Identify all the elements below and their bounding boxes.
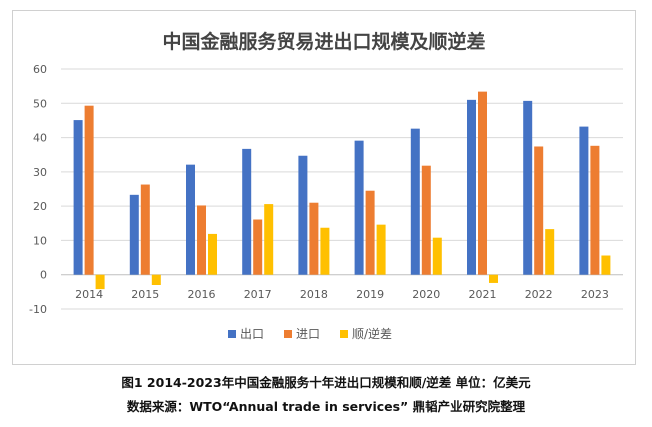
x-tick-label: 2015 (131, 288, 159, 301)
bar-2015-0 (129, 194, 139, 275)
bar-2019-0 (354, 140, 364, 275)
bar-2023-1 (590, 145, 600, 275)
legend-label: 进口 (296, 327, 320, 341)
bar-2022-0 (523, 100, 533, 275)
y-axis-ticks: -10 0 10 20 30 40 50 60 (29, 63, 47, 316)
bar-2018-2 (320, 227, 330, 275)
bars (73, 91, 611, 290)
bar-2016-1 (197, 205, 206, 275)
legend: 出口 进口 顺/逆差 (228, 326, 392, 341)
x-tick-label: 2018 (300, 288, 328, 301)
bar-2018-1 (309, 202, 319, 275)
x-tick-label: 2019 (356, 288, 384, 301)
x-tick-label: 2017 (244, 288, 272, 301)
y-tick-label: 50 (33, 97, 47, 110)
x-tick-label: 2022 (525, 288, 553, 301)
bar-2022-2 (545, 229, 555, 275)
figure-caption: 图1 2014-2023年中国金融服务十年进出口规模和顺/逆差 单位：亿美元 (121, 375, 531, 390)
bar-2016-0 (186, 164, 195, 275)
legend-swatch (228, 330, 236, 338)
bar-2018-0 (298, 155, 308, 275)
bar-2016-2 (208, 233, 217, 275)
bar-2021-0 (467, 99, 476, 275)
legend-label: 顺/逆差 (352, 326, 392, 341)
bar-2022-1 (534, 146, 544, 275)
legend-label: 出口 (240, 327, 264, 341)
bar-2021-1 (478, 91, 487, 275)
bar-2020-0 (410, 128, 420, 275)
bar-2021-2 (489, 274, 498, 283)
bar-2014-0 (73, 120, 83, 275)
bar-2020-1 (421, 165, 431, 275)
bar-2023-2 (601, 255, 611, 275)
x-tick-label: 2023 (581, 288, 609, 301)
y-tick-label: 30 (33, 166, 47, 179)
bar-2019-2 (376, 224, 386, 275)
bar-2014-1 (84, 105, 94, 275)
bar-2014-2 (95, 274, 105, 290)
bar-2015-1 (140, 184, 150, 275)
bar-2017-0 (242, 148, 252, 275)
bar-2019-1 (365, 190, 375, 275)
legend-swatch (340, 330, 348, 338)
y-tick-label: 20 (33, 200, 47, 213)
legend-swatch (284, 330, 292, 338)
x-tick-label: 2016 (188, 288, 216, 301)
bar-2023-0 (579, 126, 589, 275)
source-caption: 数据来源：WTO“Annual trade in services” 鼎韬产业研… (126, 399, 526, 414)
y-tick-label: 10 (33, 234, 47, 247)
y-tick-label: -10 (29, 303, 47, 316)
y-tick-label: 0 (40, 269, 47, 282)
x-tick-label: 2021 (469, 288, 497, 301)
bar-2017-2 (264, 204, 274, 275)
bar-2020-2 (432, 237, 442, 275)
x-tick-label: 2014 (75, 288, 103, 301)
x-axis-ticks: 2014 2015 2016 2017 2018 2019 2020 2021 2022 2023 (75, 288, 609, 301)
x-tick-label: 2020 (412, 288, 440, 301)
y-tick-label: 40 (33, 132, 47, 145)
bar-2017-1 (253, 219, 263, 275)
y-tick-label: 60 (33, 63, 47, 76)
chart-container: 中国金融服务贸易进出口规模及顺逆差 -10 0 10 20 30 40 50 60 2014 2… (12, 10, 636, 365)
chart-title: 中国金融服务贸易进出口规模及顺逆差 (162, 30, 485, 53)
bar-2015-2 (151, 274, 161, 285)
